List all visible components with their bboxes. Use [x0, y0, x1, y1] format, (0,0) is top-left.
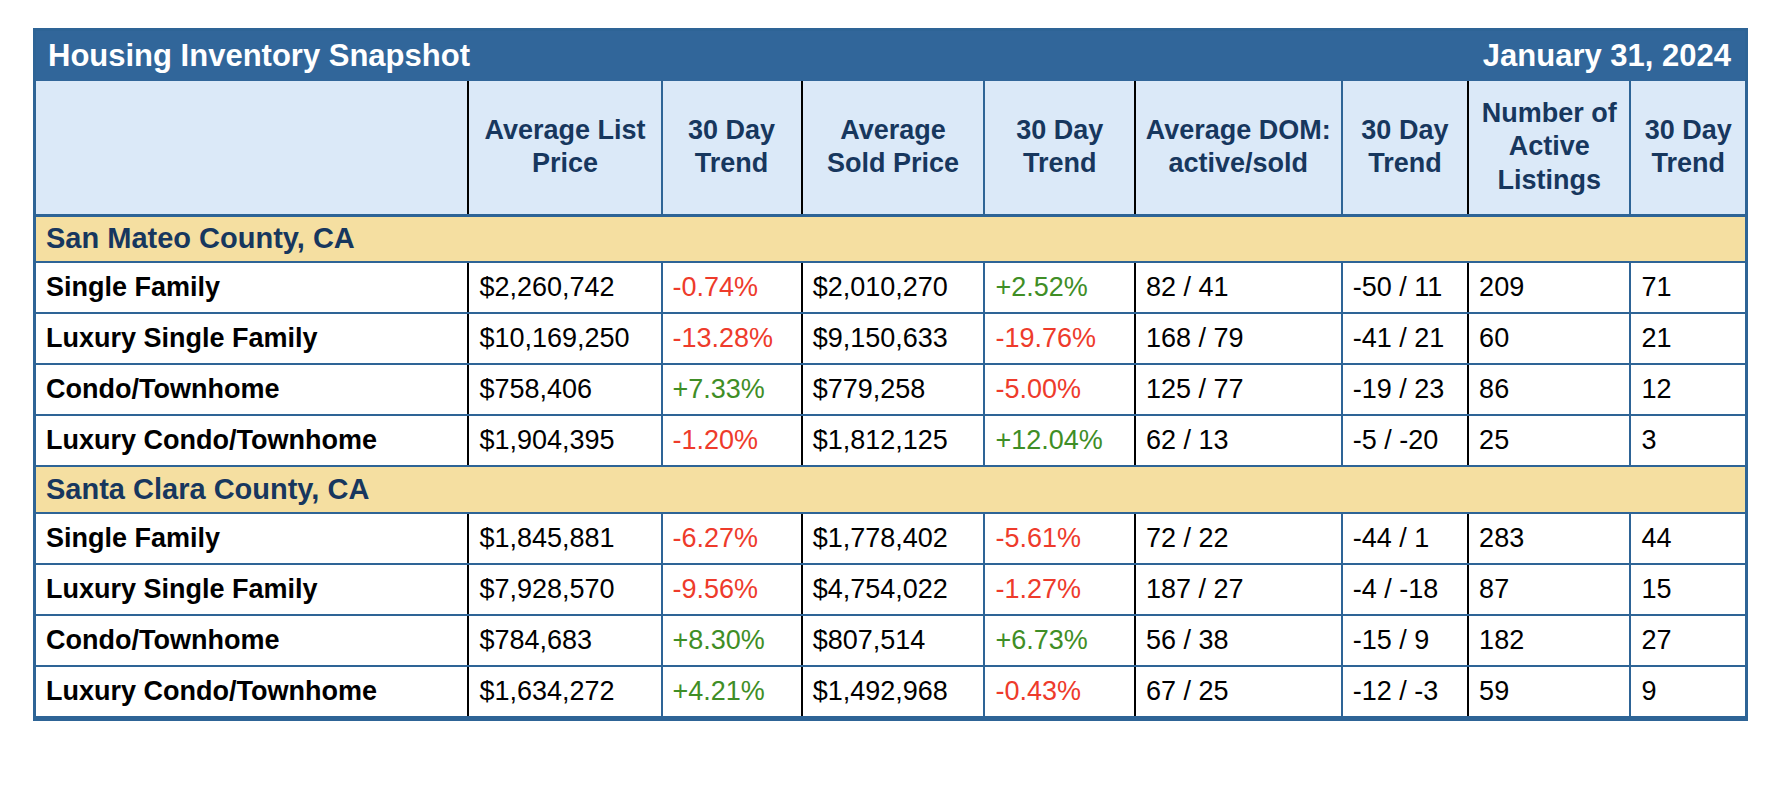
table-row: Luxury Single Family$10,169,250-13.28%$9…: [36, 313, 1745, 364]
active-listings-cell: 59: [1468, 666, 1630, 717]
table-row: Condo/Townhome$784,683+8.30%$807,514+6.7…: [36, 615, 1745, 666]
row-label-cell: Single Family: [36, 513, 468, 564]
sold-trend-cell: -19.76%: [984, 313, 1134, 364]
column-header: 30 Day Trend: [1630, 81, 1745, 215]
column-header: 30 Day Trend: [984, 81, 1134, 215]
section-header-row: Santa Clara County, CA: [36, 466, 1745, 513]
section-title: Santa Clara County, CA: [36, 466, 1745, 513]
dom-trend-cell: -12 / -3: [1342, 666, 1468, 717]
sold-trend-cell: -1.27%: [984, 564, 1134, 615]
row-label-cell: Condo/Townhome: [36, 615, 468, 666]
row-label-cell: Condo/Townhome: [36, 364, 468, 415]
row-label-cell: Luxury Condo/Townhome: [36, 415, 468, 466]
table-row: Luxury Condo/Townhome$1,634,272+4.21%$1,…: [36, 666, 1745, 717]
listings-trend-cell: 44: [1630, 513, 1745, 564]
listings-trend-cell: 9: [1630, 666, 1745, 717]
table-row: Condo/Townhome$758,406+7.33%$779,258-5.0…: [36, 364, 1745, 415]
dom-trend-cell: -15 / 9: [1342, 615, 1468, 666]
header-row: Average List Price30 Day TrendAverage So…: [36, 81, 1745, 215]
table-row: Luxury Single Family$7,928,570-9.56%$4,7…: [36, 564, 1745, 615]
list-trend-cell: -9.56%: [662, 564, 802, 615]
avg-sold-price-cell: $1,778,402: [802, 513, 985, 564]
dom-trend-cell: -44 / 1: [1342, 513, 1468, 564]
avg-sold-price-cell: $1,492,968: [802, 666, 985, 717]
avg-dom-cell: 82 / 41: [1135, 262, 1342, 313]
dom-trend-cell: -5 / -20: [1342, 415, 1468, 466]
sold-trend-cell: +2.52%: [984, 262, 1134, 313]
avg-sold-price-cell: $4,754,022: [802, 564, 985, 615]
avg-list-price-cell: $10,169,250: [468, 313, 661, 364]
sold-trend-cell: -5.00%: [984, 364, 1134, 415]
active-listings-cell: 60: [1468, 313, 1630, 364]
dom-trend-cell: -50 / 11: [1342, 262, 1468, 313]
title-bar: Housing Inventory Snapshot January 31, 2…: [36, 31, 1745, 81]
listings-trend-cell: 15: [1630, 564, 1745, 615]
list-trend-cell: +8.30%: [662, 615, 802, 666]
active-listings-cell: 25: [1468, 415, 1630, 466]
avg-sold-price-cell: $2,010,270: [802, 262, 985, 313]
row-label-cell: Luxury Single Family: [36, 564, 468, 615]
list-trend-cell: -0.74%: [662, 262, 802, 313]
section-title: San Mateo County, CA: [36, 215, 1745, 262]
list-trend-cell: -1.20%: [662, 415, 802, 466]
avg-dom-cell: 168 / 79: [1135, 313, 1342, 364]
list-trend-cell: +4.21%: [662, 666, 802, 717]
table-row: Single Family$2,260,742-0.74%$2,010,270+…: [36, 262, 1745, 313]
avg-list-price-cell: $1,904,395: [468, 415, 661, 466]
avg-sold-price-cell: $779,258: [802, 364, 985, 415]
avg-dom-cell: 187 / 27: [1135, 564, 1342, 615]
active-listings-cell: 86: [1468, 364, 1630, 415]
avg-dom-cell: 62 / 13: [1135, 415, 1342, 466]
table-row: Single Family$1,845,881-6.27%$1,778,402-…: [36, 513, 1745, 564]
active-listings-cell: 283: [1468, 513, 1630, 564]
list-trend-cell: +7.33%: [662, 364, 802, 415]
dom-trend-cell: -19 / 23: [1342, 364, 1468, 415]
section-header-row: San Mateo County, CA: [36, 215, 1745, 262]
sold-trend-cell: -5.61%: [984, 513, 1134, 564]
sold-trend-cell: +6.73%: [984, 615, 1134, 666]
avg-sold-price-cell: $9,150,633: [802, 313, 985, 364]
column-header: Average DOM: active/sold: [1135, 81, 1342, 215]
listings-trend-cell: 12: [1630, 364, 1745, 415]
list-trend-cell: -13.28%: [662, 313, 802, 364]
row-label-cell: Single Family: [36, 262, 468, 313]
avg-sold-price-cell: $807,514: [802, 615, 985, 666]
avg-list-price-cell: $1,634,272: [468, 666, 661, 717]
sold-trend-cell: -0.43%: [984, 666, 1134, 717]
data-table: Average List Price30 Day TrendAverage So…: [36, 81, 1745, 718]
page-title: Housing Inventory Snapshot: [48, 38, 470, 74]
listings-trend-cell: 21: [1630, 313, 1745, 364]
avg-dom-cell: 125 / 77: [1135, 364, 1342, 415]
listings-trend-cell: 27: [1630, 615, 1745, 666]
avg-sold-price-cell: $1,812,125: [802, 415, 985, 466]
avg-list-price-cell: $784,683: [468, 615, 661, 666]
sold-trend-cell: +12.04%: [984, 415, 1134, 466]
column-header: 30 Day Trend: [662, 81, 802, 215]
listings-trend-cell: 71: [1630, 262, 1745, 313]
listings-trend-cell: 3: [1630, 415, 1745, 466]
row-label-cell: Luxury Condo/Townhome: [36, 666, 468, 717]
avg-list-price-cell: $1,845,881: [468, 513, 661, 564]
active-listings-cell: 87: [1468, 564, 1630, 615]
row-label-cell: Luxury Single Family: [36, 313, 468, 364]
avg-list-price-cell: $7,928,570: [468, 564, 661, 615]
column-header: 30 Day Trend: [1342, 81, 1468, 215]
active-listings-cell: 182: [1468, 615, 1630, 666]
avg-dom-cell: 72 / 22: [1135, 513, 1342, 564]
avg-list-price-cell: $758,406: [468, 364, 661, 415]
avg-list-price-cell: $2,260,742: [468, 262, 661, 313]
report-date: January 31, 2024: [1483, 38, 1731, 74]
list-trend-cell: -6.27%: [662, 513, 802, 564]
dom-trend-cell: -4 / -18: [1342, 564, 1468, 615]
column-header: Number of Active Listings: [1468, 81, 1630, 215]
housing-inventory-table: Housing Inventory Snapshot January 31, 2…: [33, 28, 1748, 721]
table-row: Luxury Condo/Townhome$1,904,395-1.20%$1,…: [36, 415, 1745, 466]
avg-dom-cell: 67 / 25: [1135, 666, 1342, 717]
column-header: Average Sold Price: [802, 81, 985, 215]
dom-trend-cell: -41 / 21: [1342, 313, 1468, 364]
row-label-header: [36, 81, 468, 215]
column-header: Average List Price: [468, 81, 661, 215]
active-listings-cell: 209: [1468, 262, 1630, 313]
avg-dom-cell: 56 / 38: [1135, 615, 1342, 666]
